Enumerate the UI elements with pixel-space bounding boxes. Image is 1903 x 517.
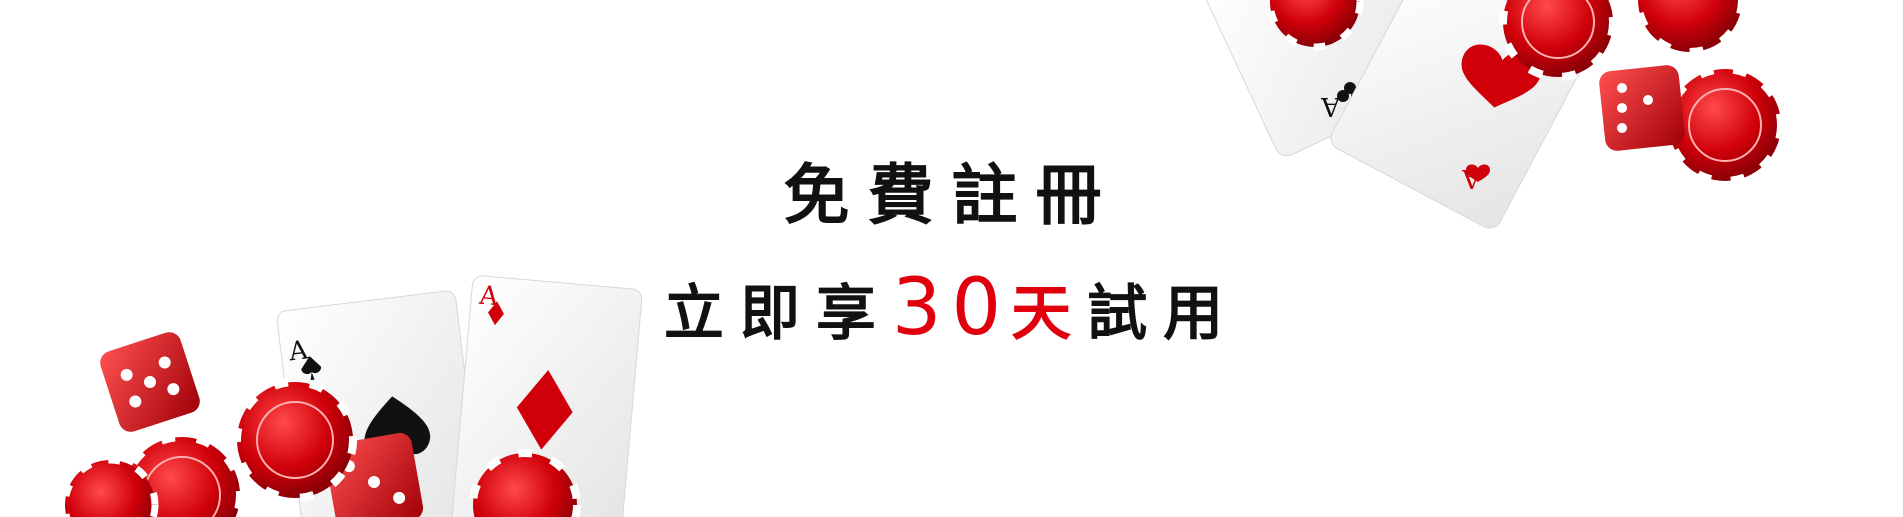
trial-days-unit: 天 — [1011, 279, 1088, 349]
dice-icon — [100, 332, 200, 432]
poker-chip-icon — [233, 378, 357, 502]
svg-text:A: A — [1320, 91, 1341, 121]
poker-chip-icon — [1266, 0, 1364, 51]
poker-chip-icon — [1634, 0, 1746, 56]
dice-icon — [1599, 65, 1685, 151]
poker-chip-icon — [1499, 0, 1617, 81]
subtitle-prefix: 立即享 — [663, 279, 892, 349]
page-title: 免費註冊 — [783, 157, 1120, 234]
poker-chip-icon — [61, 456, 159, 517]
subtitle-suffix: 試用 — [1087, 279, 1240, 349]
trial-offer-subtitle: 立即享30天試用 — [0, 258, 1903, 364]
trial-days-number: 30 — [891, 263, 1012, 353]
poker-chip-icon — [469, 449, 581, 517]
